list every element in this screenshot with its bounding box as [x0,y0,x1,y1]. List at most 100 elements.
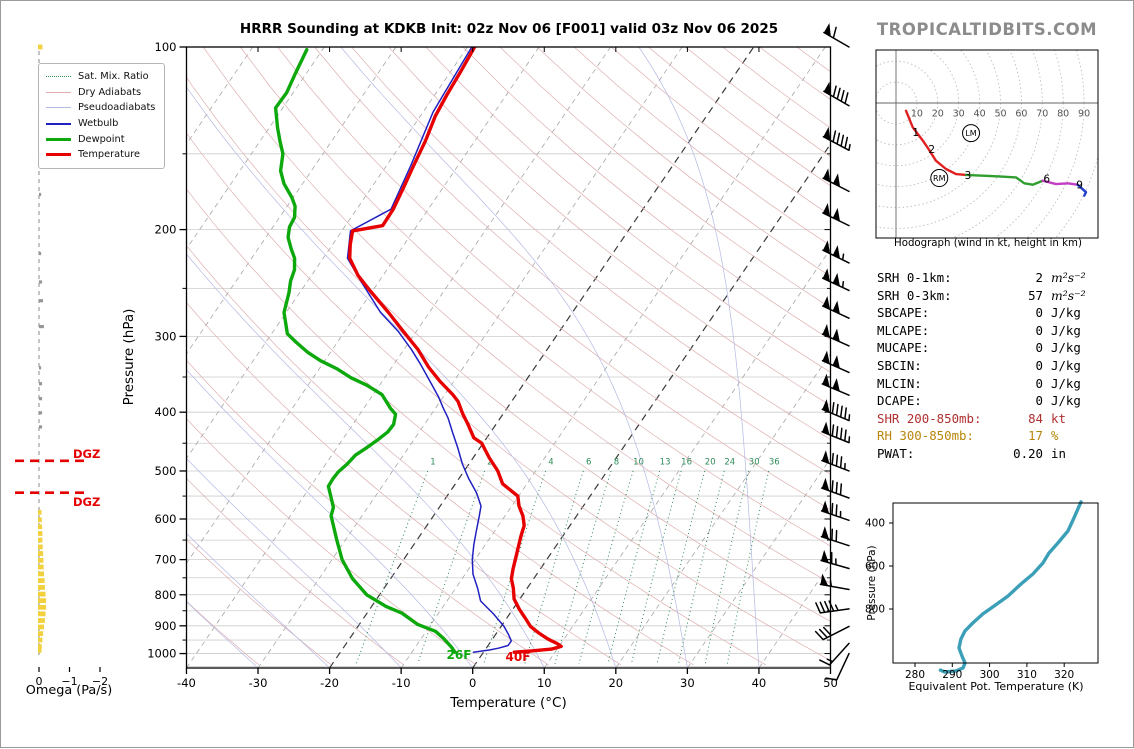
index-value: 0 [999,305,1043,320]
svg-text:13: 13 [660,458,671,468]
svg-text:70: 70 [1036,109,1048,120]
svg-text:50: 50 [994,109,1006,120]
svg-text:40: 40 [752,676,767,690]
svg-text:-10: -10 [392,676,411,690]
svg-text:-40: -40 [177,676,196,690]
temperature-axis-label: Temperature (°C) [186,695,831,711]
legend-swatch-pseudo [46,107,71,108]
index-value: 2 [999,270,1043,285]
svg-text:80: 80 [1057,109,1069,120]
svg-text:800: 800 [155,588,177,602]
dgz-upper-label: DGZ [73,447,113,461]
svg-text:600: 600 [155,512,177,526]
svg-text:1000: 1000 [147,647,176,661]
svg-text:10: 10 [911,109,923,120]
skewt-axes: 1002003004005006007008009001000-40-30-20… [147,40,838,690]
svg-text:3: 3 [965,170,972,182]
svg-text:1: 1 [912,127,919,139]
legend-swatch-mixratio [46,76,71,77]
profile-temperature [350,47,562,652]
svg-text:20: 20 [932,109,944,120]
index-label: MLCIN: [877,376,999,391]
index-label: MUCAPE: [877,340,999,355]
pressure-axis-label: Pressure (hPa) [121,287,137,427]
index-unit: m²s⁻² [1051,288,1086,303]
index-unit: J/kg [1051,376,1081,391]
svg-text:6: 6 [586,458,591,468]
legend-label: Wetbulb [78,118,118,129]
legend-item-dry: Dry Adiabats [46,85,155,101]
index-row-mlcin: MLCIN:0 J/kg [877,376,1129,394]
page-title: HRRR Sounding at KDKB Init: 02z Nov 06 [… [169,21,849,37]
legend-item-pseudo: Pseudoadiabats [46,100,155,116]
profile-dewpoint [276,50,455,653]
index-label: SBCAPE: [877,305,999,320]
svg-text:400: 400 [155,405,177,419]
index-label: SRH 0-3km: [877,288,999,303]
index-unit: in [1051,446,1066,461]
branding-watermark: TROPICALTIDBITS.COM [871,20,1103,39]
index-row-shr-200-850mb: SHR 200-850mb:84 kt [877,411,1129,429]
index-label: MLCAPE: [877,323,999,338]
legend-swatch-wetbulb [46,123,71,125]
index-unit: m²s⁻² [1051,270,1086,285]
index-label: RH 300-850mb: [877,428,999,443]
svg-text:300: 300 [155,329,177,343]
svg-text:-20: -20 [320,676,339,690]
index-unit: J/kg [1051,340,1081,355]
svg-text:9: 9 [1076,180,1083,192]
svg-text:6: 6 [1043,174,1050,186]
index-unit: J/kg [1051,323,1081,338]
dgz-lower-label: DGZ [73,495,113,509]
index-unit: % [1051,428,1058,443]
profile-wetbulb [348,47,512,652]
hodograph-trace-3-6km [966,175,1043,185]
svg-text:700: 700 [155,553,177,567]
index-value: 0 [999,358,1043,373]
legend-item-wetbulb: Wetbulb [46,116,155,132]
hodograph-trace-0-3km [906,111,966,175]
svg-text:36: 36 [769,458,780,468]
svg-text:-30: -30 [249,676,268,690]
svg-text:16: 16 [681,458,692,468]
svg-text:10: 10 [537,676,552,690]
index-value: 0 [999,393,1043,408]
svg-text:40: 40 [974,109,986,120]
legend-swatch-dewpoint [46,138,71,141]
legend-swatch-dry [46,92,71,93]
skewt-profiles [276,47,562,652]
index-label: PWAT: [877,446,999,461]
legend-item-dewpoint: Dewpoint [46,131,155,147]
svg-text:200: 200 [155,223,177,237]
svg-text:0: 0 [469,676,476,690]
index-value: 0 [999,340,1043,355]
index-value: 0 [999,376,1043,391]
surface-dewpoint-label: 26F [439,648,479,662]
theta-e-y-axis-label: Pressure (hPa) [866,513,878,653]
index-value: 17 [999,428,1043,443]
svg-text:100: 100 [155,40,177,54]
svg-text:60: 60 [1015,109,1027,120]
svg-text:30: 30 [953,109,965,120]
index-value: 57 [999,288,1043,303]
svg-text:4: 4 [548,458,553,468]
svg-text:900: 900 [155,619,177,633]
index-label: SHR 200-850mb: [877,411,999,426]
svg-text:8: 8 [614,458,619,468]
legend-item-temperature: Temperature [46,147,155,163]
svg-text:10: 10 [633,458,644,468]
index-label: DCAPE: [877,393,999,408]
hodograph-caption: Hodograph (wind in kt, height in km) [874,238,1102,249]
index-row-rh-300-850mb: RH 300-850mb:17% [877,428,1129,446]
legend-label: Dewpoint [78,134,125,145]
index-value: 84 [999,411,1043,426]
index-unit: kt [1051,411,1066,426]
theta-e-x-axis-label: Equivalent Pot. Temperature (K) [891,680,1101,693]
legend-label: Dry Adiabats [78,87,141,98]
svg-text:30: 30 [749,458,760,468]
